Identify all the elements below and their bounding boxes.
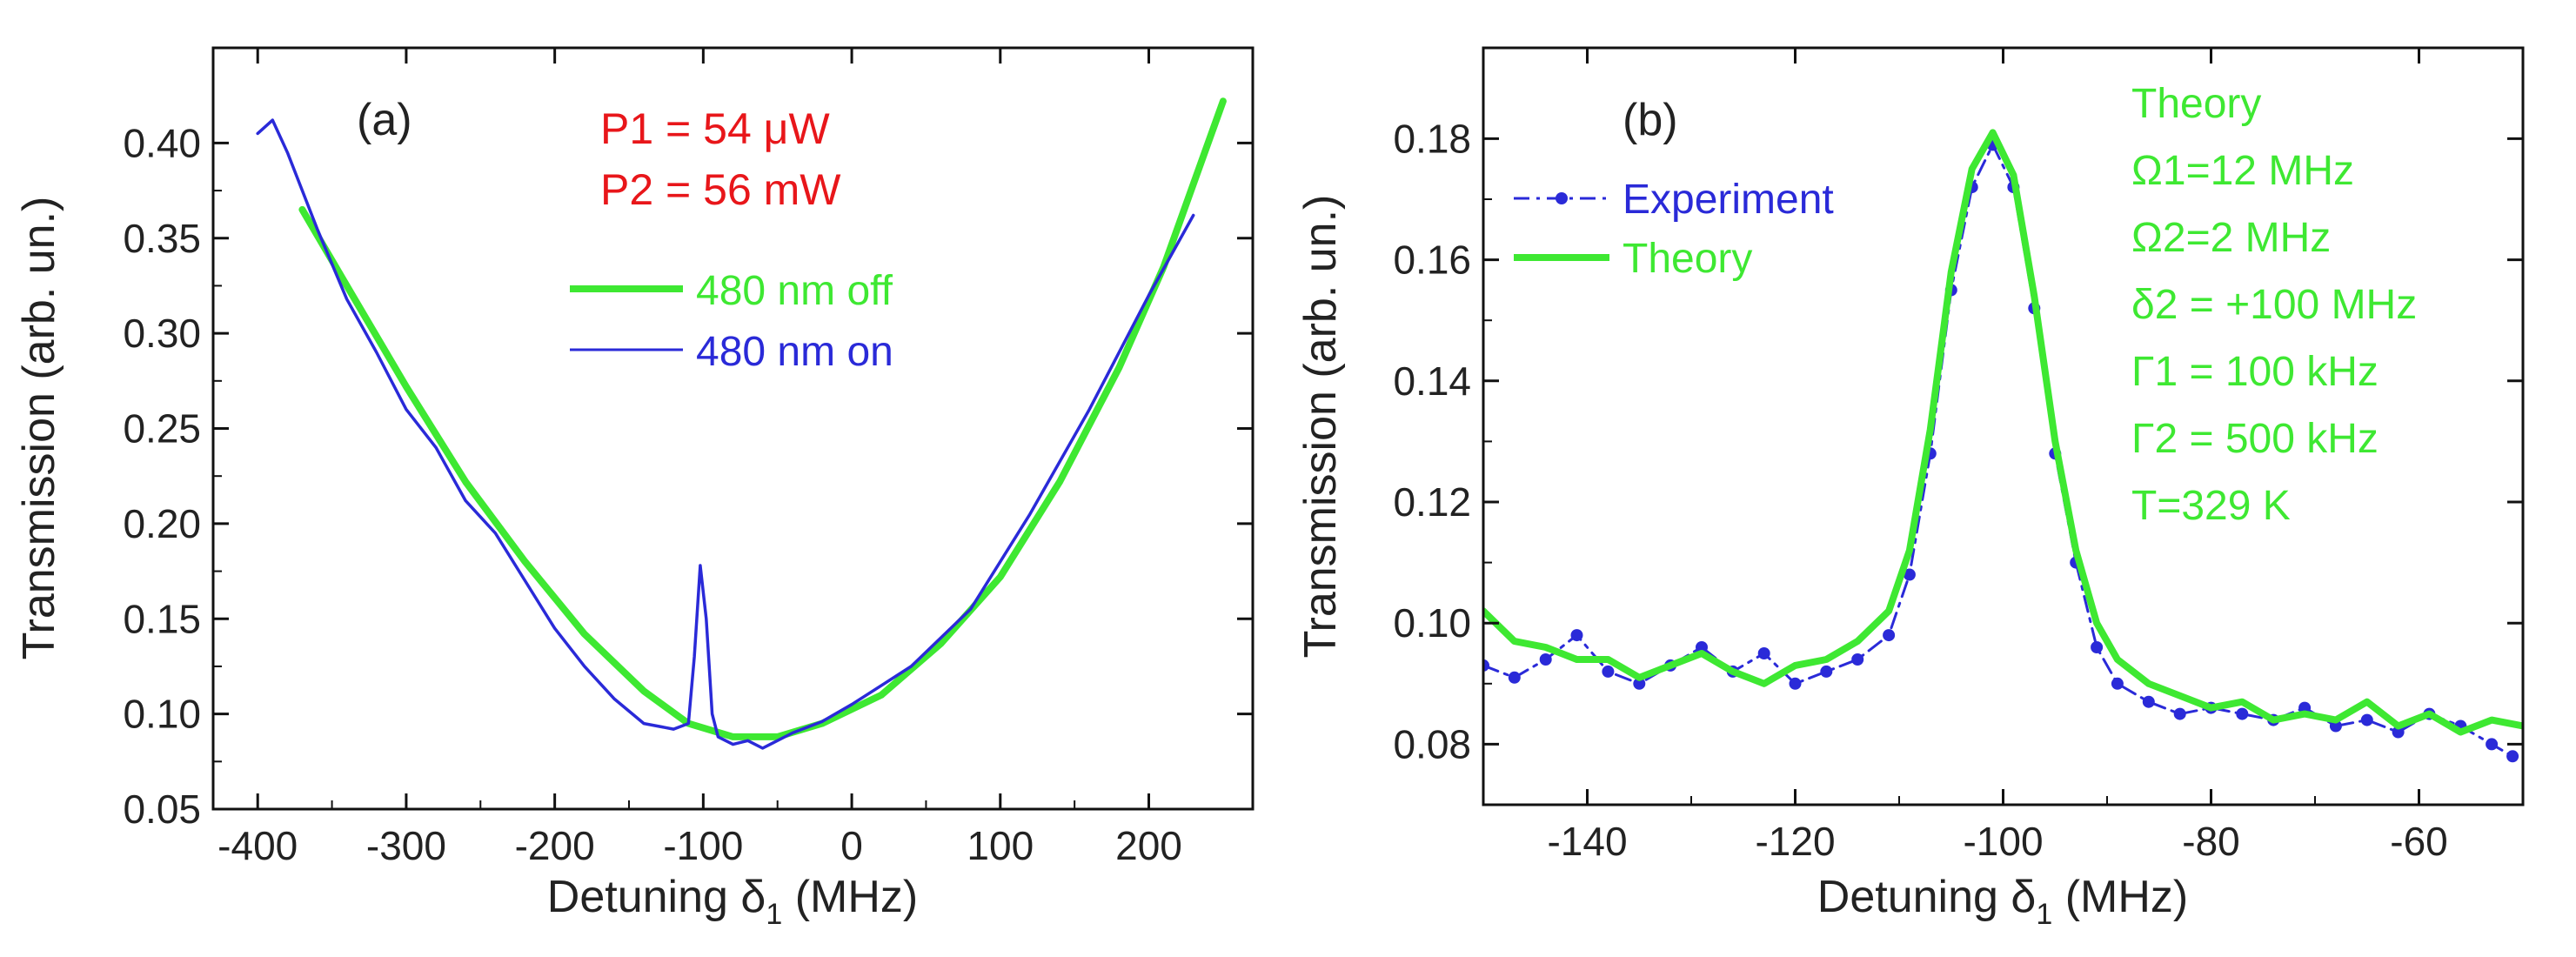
panel-b-experiment-point <box>1633 677 1646 690</box>
panel-a-y-tick-label: 0.30 <box>123 311 201 356</box>
panel-a-annotation-p2: P2 = 56 mW <box>600 165 841 214</box>
panel-a-x-tick-label: 0 <box>840 823 863 868</box>
panel-a-y-tick-label: 0.10 <box>123 692 201 737</box>
panel-b-series-group <box>1483 129 2523 763</box>
panel-b-experiment-point <box>1789 677 1802 690</box>
panel-b-chart: -140 -120 -100 -80 -60 0.08 0.10 0.12 0.14 0.16 0.… <box>1295 46 2525 931</box>
param-gamma2: Γ2 = 500 kHz <box>2131 416 2379 462</box>
panel-b-y-tick-label: 0.18 <box>1393 116 1471 161</box>
panel-b-experiment-point <box>1508 671 1521 684</box>
panel-a-x-tick-label: -100 <box>663 823 743 868</box>
panel-b-label: (b) <box>1623 95 1678 145</box>
legend-marker-experiment <box>1556 192 1568 204</box>
legend-label-480nm-off: 480 nm off <box>696 268 893 314</box>
panel-b-experiment-point <box>2142 695 2155 708</box>
panel-b-series-theory <box>1483 129 2523 736</box>
panel-a-x-tick-label: -400 <box>217 823 298 868</box>
panel-b-y-tick-label: 0.08 <box>1393 721 1471 766</box>
panel-b-experiment-point <box>2329 719 2342 733</box>
panel-b-experiment-point <box>2111 677 2124 690</box>
panel-a-y-axis-label: Transmission (arb. un.) <box>14 197 64 660</box>
panel-b-experiment-point <box>1483 659 1489 672</box>
legend-label-experiment: Experiment <box>1623 177 1834 223</box>
panel-a-y-tick-label: 0.20 <box>123 501 201 546</box>
panel-b-y-tick-label: 0.14 <box>1393 358 1471 404</box>
panel-b-experiment-point <box>2392 726 2405 739</box>
panel-b-experiment-point <box>1903 568 1916 581</box>
panel-b-experiment-point <box>1570 629 1583 642</box>
param-gamma1: Γ1 = 100 kHz <box>2131 349 2379 395</box>
panel-a-legend: 480 nm off 480 nm on <box>570 268 893 375</box>
panel-b-experiment-point <box>1820 665 1833 678</box>
panel-a-axes: -400 -300 -200 -100 0 100 200 0.05 0.10 0.15 0.20 0… <box>123 48 1253 868</box>
panel-a-y-tick-label: 0.40 <box>123 120 201 165</box>
panel-b-y-tick-label: 0.12 <box>1393 479 1471 525</box>
panel-a-y-tick-label: 0.25 <box>123 406 201 452</box>
panel-b-theory-parameters: Theory Ω1=12 MHz Ω2=2 MHz δ2 = +100 MHz … <box>2131 81 2417 529</box>
panel-a-label: (a) <box>357 95 412 145</box>
panel-b-experiment-point <box>2173 707 2186 720</box>
panel-b-experiment-point <box>2360 713 2373 726</box>
panel-b-experiment-point <box>1851 653 1864 666</box>
panel-b-x-tick-label: -120 <box>1755 819 1835 864</box>
panel-a-x-tick-label: -200 <box>515 823 595 868</box>
panel-b-experiment-point <box>1602 665 1615 678</box>
panel-b-plot-area <box>1483 129 2523 763</box>
panel-a-x-tick-label: -300 <box>366 823 446 868</box>
panel-a-series-480-nm-on <box>256 118 1195 750</box>
panel-b-x-tick-label: -60 <box>2390 819 2447 864</box>
panel-a-y-tick-label: 0.05 <box>123 786 201 832</box>
panel-a-chart: -400 -300 -200 -100 0 100 200 0.05 0.10 0.15 0.20 0… <box>14 46 1255 931</box>
panel-a-series-480-nm-off <box>298 97 1227 740</box>
panel-b-experiment-point <box>2236 707 2249 720</box>
panel-b-experiment-point <box>2091 641 2104 653</box>
panel-a-x-tick-label: 100 <box>967 823 1034 868</box>
panel-b-experiment-point <box>1696 641 1708 653</box>
panel-a-x-tick-label: 200 <box>1115 823 1182 868</box>
panel-b-experiment-point <box>1883 629 1896 642</box>
panel-b-experiment-point <box>1539 653 1552 666</box>
param-temperature: T=329 K <box>2131 483 2291 529</box>
panel-b-x-tick-label: -80 <box>2182 819 2239 864</box>
panel-b-experiment-point <box>1757 647 1770 659</box>
panel-a-series-group <box>256 97 1227 750</box>
panel-b-x-tick-label: -140 <box>1547 819 1627 864</box>
param-omega1: Ω1=12 MHz <box>2131 148 2354 194</box>
panel-b-experiment-point <box>2486 738 2499 751</box>
panel-b-x-axis-label: Detuning δ1 (MHz) <box>1817 872 2188 931</box>
panel-b-y-tick-label: 0.16 <box>1393 238 1471 283</box>
panel-b-y-tick-label: 0.10 <box>1393 600 1471 646</box>
legend-label-theory: Theory <box>1623 236 1752 282</box>
param-omega2: Ω2=2 MHz <box>2131 215 2331 261</box>
panel-b-x-tick-label: -100 <box>1963 819 2043 864</box>
panel-a-annotation-p1: P1 = 54 μW <box>600 104 830 153</box>
param-delta2: δ2 = +100 MHz <box>2131 282 2417 328</box>
panel-b-y-axis-label: Transmission (arb. un.) <box>1295 195 1346 659</box>
panel-a-y-tick-label: 0.15 <box>123 596 201 641</box>
panel-b-experiment-point <box>2298 701 2312 714</box>
panel-a-plot-area <box>256 97 1227 750</box>
panel-a-x-axis-label: Detuning δ1 (MHz) <box>547 872 918 931</box>
panel-b-experiment-point <box>2506 750 2519 763</box>
panel-a-y-tick-label: 0.35 <box>123 216 201 261</box>
param-theory-title: Theory <box>2131 81 2261 127</box>
legend-label-480nm-on: 480 nm on <box>696 329 893 375</box>
panel-b-axes: -140 -120 -100 -80 -60 0.08 0.10 0.12 0.14 0.16 0.… <box>1393 48 2523 864</box>
panel-b-legend: Experiment Theory <box>1514 177 1834 282</box>
